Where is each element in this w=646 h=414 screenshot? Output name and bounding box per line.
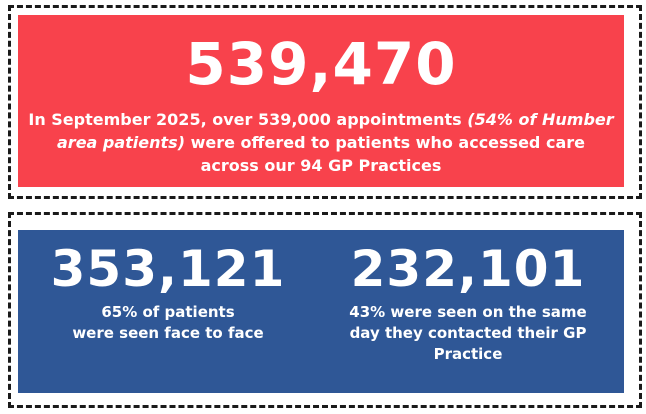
appointments-offered-panel: 539,470 In September 2025, over 539,000 … (18, 15, 624, 187)
same-day-number: 232,101 (350, 240, 586, 298)
same-day-description: 43% were seen on the same day they conta… (318, 302, 618, 365)
description-italic-text: (54% of Humber area patients) (57, 110, 614, 152)
face-to-face-description: 65% of patients were seen face to face (18, 302, 318, 344)
same-day-desc-line: day they contacted their GP (349, 324, 587, 342)
appointments-total-number: 539,470 (185, 30, 457, 98)
appointments-total-description: In September 2025, over 539,000 appointm… (28, 108, 614, 177)
appointment-breakdown-panel: 353,121 65% of patients were seen face t… (18, 230, 624, 393)
description-tail-text: were offered to patients who accessed ca… (185, 133, 585, 175)
face-to-face-stat: 353,121 65% of patients were seen face t… (18, 244, 318, 344)
face-to-face-desc-line: 65% of patients (101, 303, 235, 321)
face-to-face-desc-line: were seen face to face (72, 324, 264, 342)
same-day-desc-line: 43% were seen on the same (349, 303, 587, 321)
same-day-desc-line: Practice (433, 345, 503, 363)
face-to-face-number: 353,121 (50, 240, 286, 298)
same-day-stat: 232,101 43% were seen on the same day th… (318, 244, 618, 365)
description-lead-text: In September 2025, over 539,000 appointm… (28, 110, 468, 129)
